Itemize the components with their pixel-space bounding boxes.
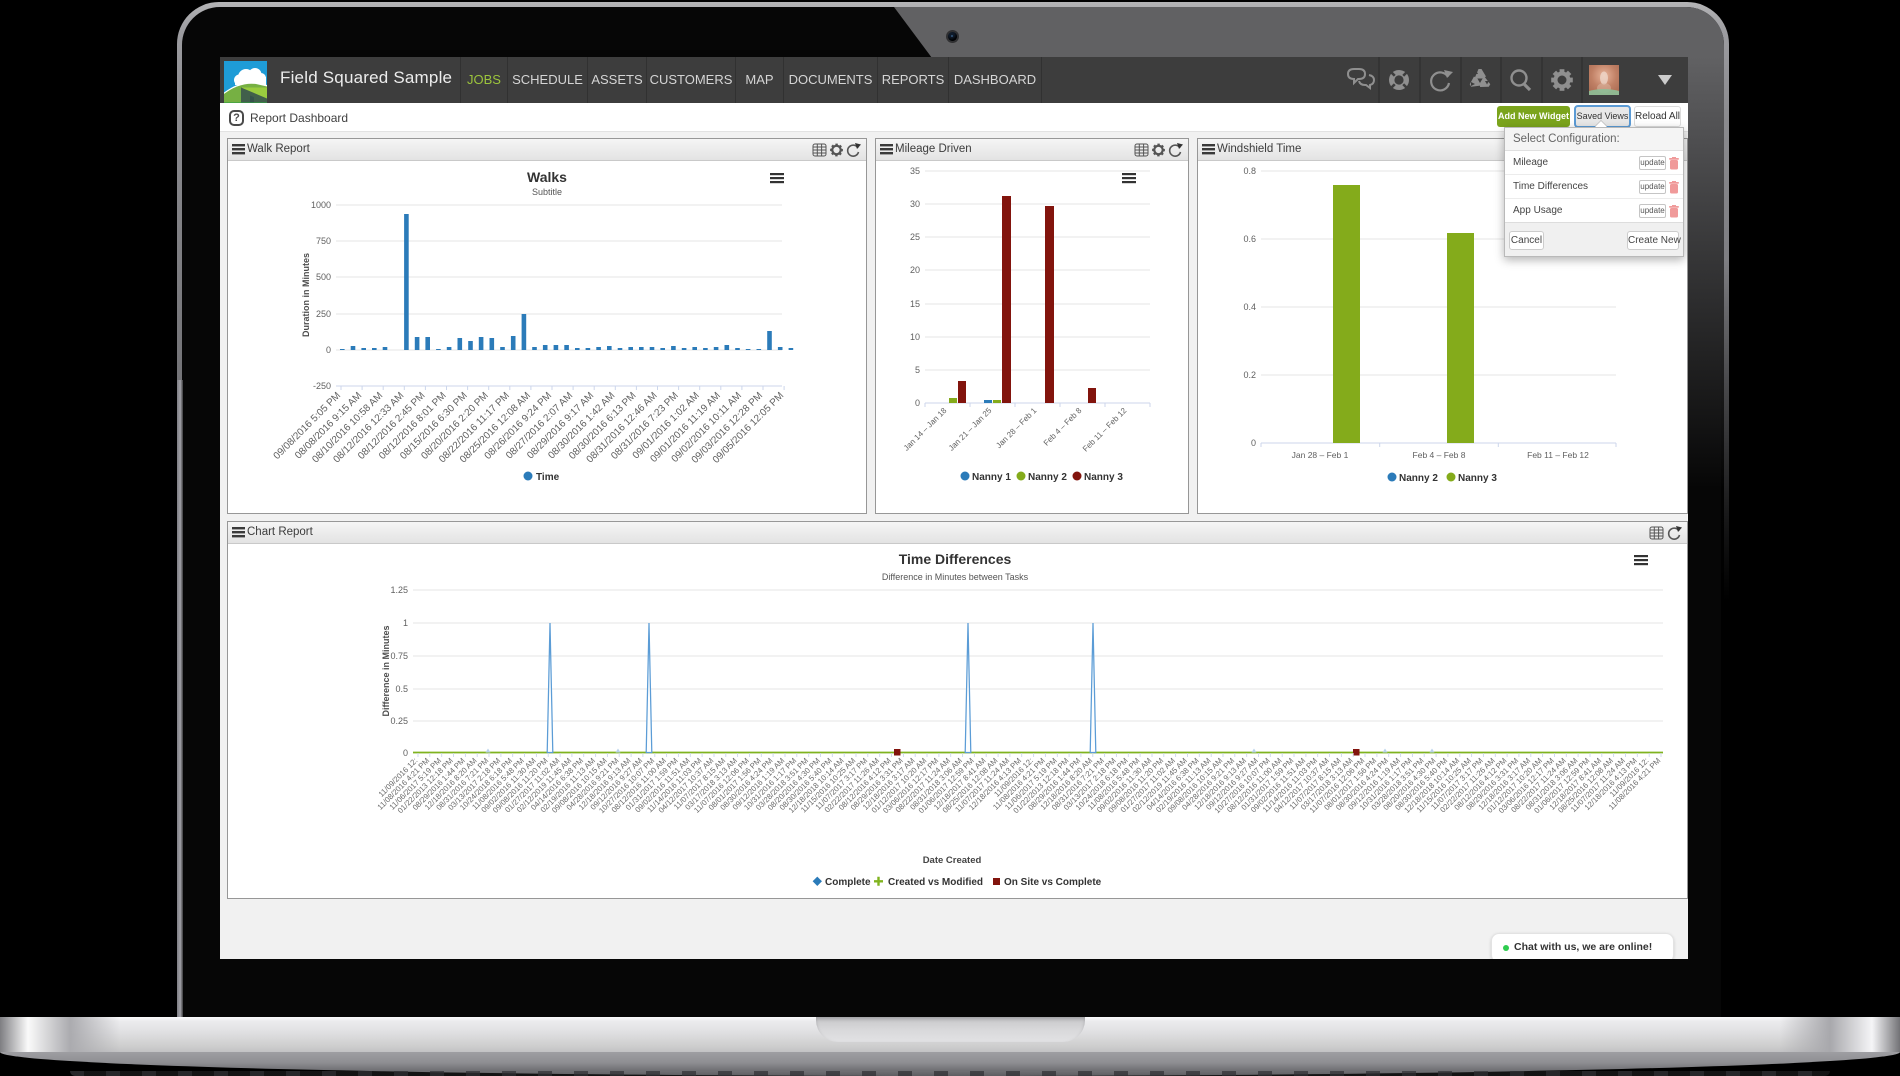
svg-text:1.25: 1.25 [390, 585, 408, 595]
svg-text:0.6: 0.6 [1243, 234, 1256, 244]
svg-text:Duration in Minutes: Duration in Minutes [301, 253, 311, 337]
svg-text:Jan 21 – Jan 25: Jan 21 – Jan 25 [947, 406, 994, 453]
svg-text:5: 5 [915, 365, 920, 375]
svg-text:0: 0 [403, 748, 408, 758]
svg-text:Feb 4 – Feb 8: Feb 4 – Feb 8 [1042, 406, 1084, 448]
svg-text:0.8: 0.8 [1243, 166, 1256, 176]
svg-text:-250: -250 [313, 381, 331, 391]
svg-text:On Site vs Complete: On Site vs Complete [1004, 877, 1102, 888]
svg-text:Jan 28 – Feb 1: Jan 28 – Feb 1 [1292, 450, 1349, 460]
svg-text:Feb 11 – Feb 12: Feb 11 – Feb 12 [1527, 450, 1589, 460]
svg-text:0: 0 [326, 345, 331, 355]
svg-text:0: 0 [915, 398, 920, 408]
svg-text:0: 0 [1251, 438, 1256, 448]
svg-text:Feb 4 – Feb 8: Feb 4 – Feb 8 [1413, 450, 1466, 460]
svg-text:Time: Time [536, 472, 560, 483]
svg-text:Nanny 2: Nanny 2 [1028, 472, 1067, 483]
svg-text:Created vs Modified: Created vs Modified [888, 877, 983, 888]
svg-text:Date Created: Date Created [923, 855, 982, 866]
svg-text:500: 500 [316, 272, 331, 282]
svg-text:25: 25 [910, 232, 920, 242]
svg-text:Nanny 3: Nanny 3 [1084, 472, 1123, 483]
svg-text:Jan 14 – Jan 18: Jan 14 – Jan 18 [902, 406, 949, 453]
svg-text:0.5: 0.5 [395, 684, 408, 694]
svg-text:1000: 1000 [311, 200, 331, 210]
svg-text:0.75: 0.75 [390, 651, 408, 661]
svg-text:Nanny 3: Nanny 3 [1458, 473, 1497, 484]
svg-text:35: 35 [910, 166, 920, 176]
svg-text:Time Differences: Time Differences [899, 551, 1012, 567]
svg-text:Subtitle: Subtitle [532, 187, 562, 197]
svg-text:Feb 11 – Feb 12: Feb 11 – Feb 12 [1081, 406, 1129, 454]
svg-text:0.4: 0.4 [1243, 302, 1256, 312]
svg-text:1: 1 [403, 618, 408, 628]
svg-text:Walks: Walks [527, 169, 567, 185]
svg-text:10: 10 [910, 332, 920, 342]
svg-text:20: 20 [910, 265, 920, 275]
svg-text:15: 15 [910, 299, 920, 309]
svg-text:Nanny 2: Nanny 2 [1399, 473, 1438, 484]
svg-text:250: 250 [316, 309, 331, 319]
svg-text:0.2: 0.2 [1243, 370, 1256, 380]
svg-text:750: 750 [316, 236, 331, 246]
svg-text:Difference in Minutes between: Difference in Minutes between Tasks [882, 572, 1029, 582]
svg-text:30: 30 [910, 199, 920, 209]
svg-text:Jan 28 – Feb 1: Jan 28 – Feb 1 [994, 406, 1038, 450]
svg-text:0.25: 0.25 [390, 716, 408, 726]
svg-text:Nanny 1: Nanny 1 [972, 472, 1011, 483]
svg-text:Complete: Complete [825, 877, 871, 888]
svg-text:Difference in Minutes: Difference in Minutes [381, 625, 391, 716]
